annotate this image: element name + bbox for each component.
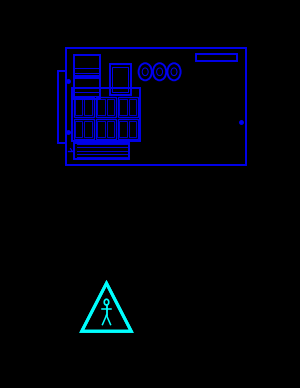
Bar — [97, 121, 104, 137]
Bar — [74, 119, 94, 139]
Bar — [110, 64, 130, 95]
Bar — [97, 99, 104, 115]
Bar — [84, 99, 92, 115]
Bar — [129, 121, 136, 137]
Bar — [74, 97, 94, 117]
Bar — [66, 48, 246, 165]
Bar — [74, 55, 100, 76]
Bar — [84, 121, 92, 137]
Bar — [118, 119, 138, 139]
Bar — [106, 121, 114, 137]
Bar — [112, 67, 128, 92]
Bar — [119, 99, 127, 115]
Bar — [58, 71, 66, 143]
Bar — [74, 143, 129, 159]
Bar — [72, 88, 140, 141]
Bar — [129, 99, 136, 115]
Bar — [74, 78, 100, 99]
Bar — [75, 99, 82, 115]
Bar — [96, 119, 116, 139]
Bar — [75, 121, 82, 137]
Bar — [106, 99, 114, 115]
Bar — [119, 121, 127, 137]
Bar — [96, 97, 116, 117]
Polygon shape — [87, 291, 126, 327]
Bar — [118, 97, 138, 117]
Bar — [196, 54, 237, 61]
